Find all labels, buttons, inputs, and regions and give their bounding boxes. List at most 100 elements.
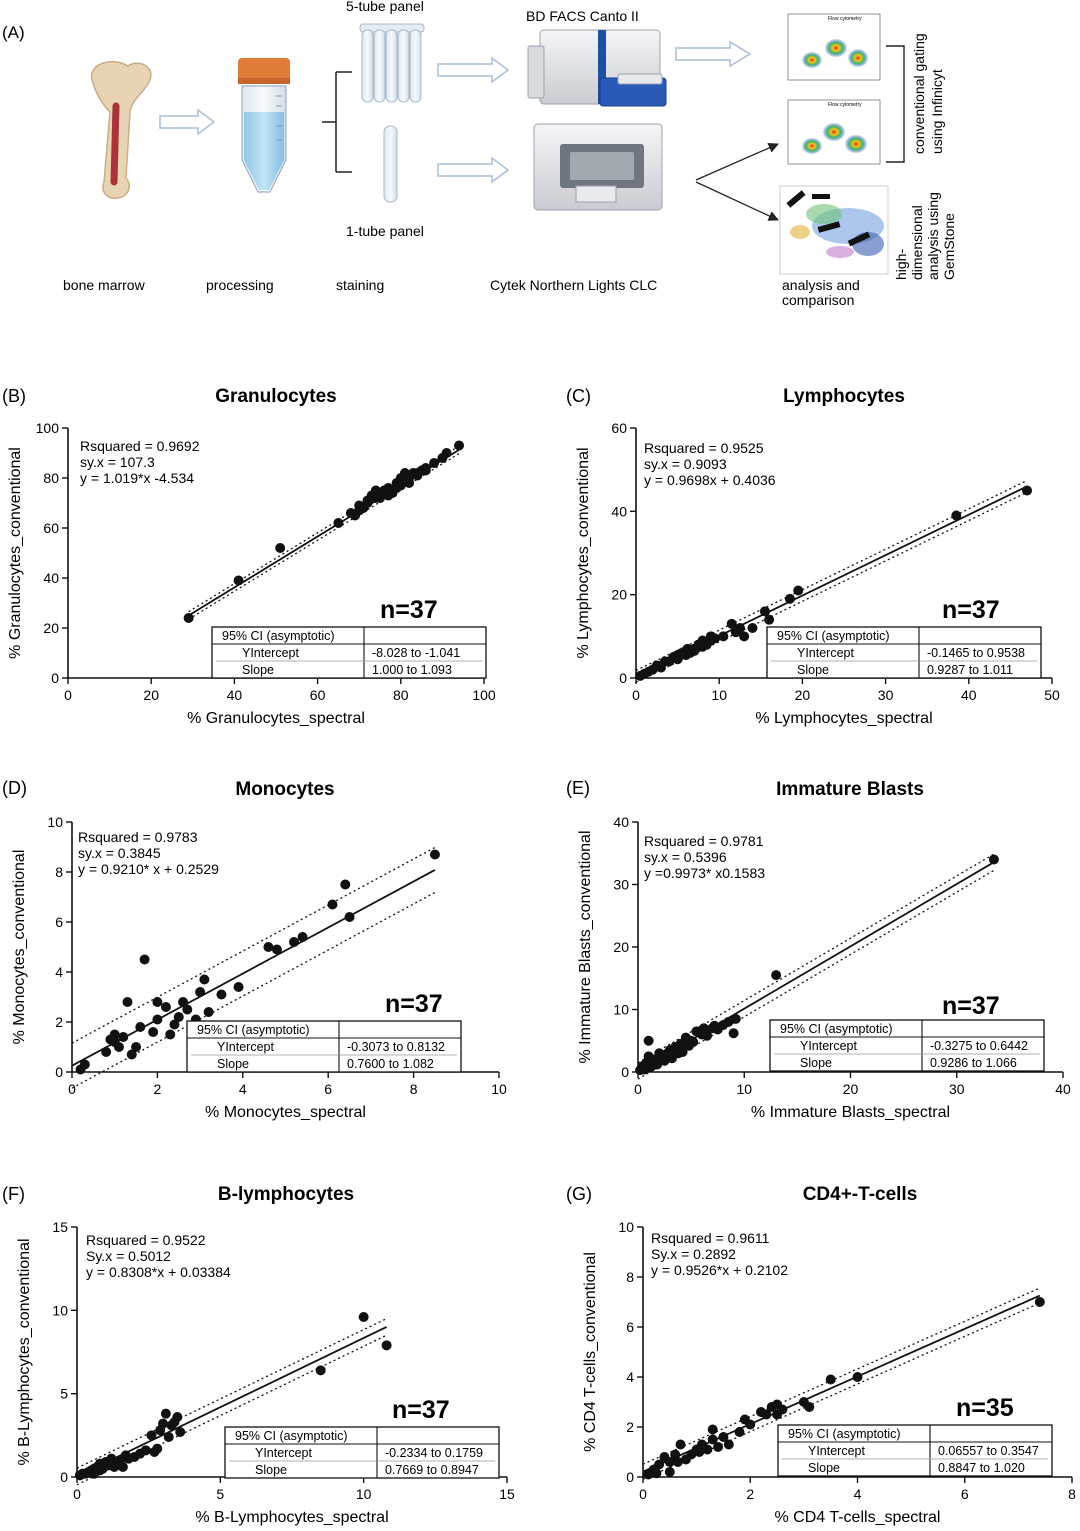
data-point — [702, 1444, 713, 1455]
flow-plot-2-title: Flow cytometry — [828, 102, 862, 108]
data-point — [113, 1042, 124, 1052]
data-point — [203, 1007, 214, 1017]
data-point — [718, 1432, 729, 1442]
data-point — [275, 543, 286, 553]
ci-row-label: Slope — [808, 1461, 840, 1475]
chart-4: (F) B-lymphocytes 0 5 10 15 0 5 10 15 % B-Lymphocy… — [2, 1184, 515, 1526]
data-point — [395, 480, 406, 491]
panel-label: (B) — [2, 386, 26, 406]
data-point — [825, 1374, 836, 1385]
x-tick-label: 20 — [843, 1081, 859, 1097]
conventional-bracket — [886, 45, 905, 163]
data-point — [759, 606, 770, 617]
arrow-5 — [695, 143, 779, 181]
stats-line: Rsquared = 0.9781 — [644, 833, 764, 849]
panel-label: (F) — [2, 1184, 25, 1204]
arrow-3 — [437, 156, 510, 184]
ci-row-label: YIntercept — [255, 1446, 313, 1460]
data-point — [333, 518, 344, 528]
data-point — [271, 944, 282, 955]
data-point — [784, 593, 795, 604]
data-point — [684, 1040, 694, 1051]
x-axis-label: % B-Lymphocytes_spectral — [195, 1509, 388, 1526]
step-label-staining: staining — [336, 277, 384, 293]
data-point — [739, 631, 750, 642]
ci-row-value: 0.06557 to 0.3547 — [938, 1444, 1039, 1458]
data-point — [735, 623, 745, 633]
data-point — [723, 1439, 734, 1450]
stats-line: Sy.x = 0.2892 — [651, 1246, 736, 1262]
ci-lower-line — [71, 891, 436, 1089]
y-tick-label: 10 — [47, 814, 63, 830]
y-tick-label: 20 — [43, 620, 59, 636]
data-point — [705, 635, 716, 646]
ci-table: 95% CI (asymptotic) YIntercept -0.1465 to … — [766, 626, 1042, 679]
ci-row-label: Slope — [255, 1463, 287, 1477]
data-point — [709, 1020, 720, 1031]
analysis-label-2: comparison — [782, 292, 854, 308]
n-label: n=35 — [956, 1394, 1014, 1422]
gemstone-plot — [779, 185, 889, 275]
data-point — [793, 585, 804, 596]
ci-table-header: 95% CI (asymptotic) — [788, 1427, 901, 1441]
y-axis-label: % Lymphocytes_conventional — [575, 447, 592, 658]
data-point — [661, 1048, 672, 1059]
data-point — [199, 974, 210, 985]
ci-table-header: 95% CI (asymptotic) — [777, 629, 890, 643]
data-point — [718, 631, 729, 642]
y-tick-label: 4 — [55, 964, 63, 980]
x-tick-label: 0 — [632, 687, 640, 703]
data-point — [988, 854, 999, 865]
data-point — [175, 1427, 186, 1437]
chart-title: Monocytes — [235, 779, 334, 800]
processing-tube-illustration — [238, 58, 290, 193]
ci-row-label: Slope — [797, 663, 829, 677]
y-axis-label: % Monocytes_conventional — [11, 850, 28, 1045]
data-point — [707, 1424, 718, 1435]
ci-row-value: 1.000 to 1.093 — [372, 663, 452, 677]
ci-row-label: Slope — [217, 1057, 249, 1071]
x-tick-label: 50 — [1044, 687, 1060, 703]
data-point — [362, 495, 373, 506]
chart-title: Granulocytes — [215, 386, 336, 407]
y-tick-label: 10 — [618, 1219, 634, 1235]
y-tick-label: 0 — [626, 1469, 634, 1485]
panel-label: (E) — [566, 778, 590, 798]
data-point — [169, 1019, 180, 1030]
y-tick-label: 80 — [43, 470, 59, 486]
chart-0: (B) Granulocytes 0 20 40 60 80 100 0 20 40 60 80 100%… — [2, 386, 496, 727]
stats-line: y = 0.9526*x + 0.2102 — [651, 1262, 788, 1278]
ci-table: 95% CI (asymptotic) YIntercept 0.06557 to … — [777, 1424, 1053, 1477]
ci-row-value: 0.9286 to 1.066 — [930, 1056, 1017, 1070]
hd-label-2: dimensional — [909, 205, 925, 280]
data-point — [152, 1014, 163, 1025]
data-point — [297, 932, 308, 942]
data-point — [412, 468, 423, 478]
stats-line: sy.x = 0.3845 — [78, 845, 161, 861]
x-tick-label: 6 — [324, 1081, 332, 1097]
bd-facs-canto-illustration: BD FACS Canto II — [526, 8, 667, 107]
y-tick-label: 2 — [55, 1014, 63, 1030]
data-point — [327, 899, 338, 910]
data-point — [675, 1439, 686, 1450]
hd-label-3: analysis using — [925, 192, 941, 280]
cytek-illustration — [533, 123, 663, 211]
y-tick-label: 4 — [626, 1369, 634, 1385]
ci-table-header: 95% CI (asymptotic) — [780, 1022, 893, 1036]
stats-line: sy.x = 0.5396 — [644, 849, 727, 865]
data-point — [647, 1060, 658, 1071]
data-point — [420, 465, 431, 476]
data-point — [163, 1432, 174, 1442]
regression-line — [71, 869, 436, 1067]
y-axis-label: % Granulocytes_conventional — [7, 447, 24, 659]
ci-table-frame — [769, 1019, 1045, 1072]
data-point — [160, 1408, 171, 1419]
stats-line: y = 0.8308*x + 0.03384 — [86, 1264, 231, 1280]
x-tick-label: 10 — [356, 1486, 372, 1502]
data-point — [183, 613, 194, 623]
data-point — [344, 912, 355, 922]
data-point — [698, 1023, 709, 1034]
hd-label-1: high- — [893, 249, 909, 280]
data-point — [195, 987, 206, 997]
